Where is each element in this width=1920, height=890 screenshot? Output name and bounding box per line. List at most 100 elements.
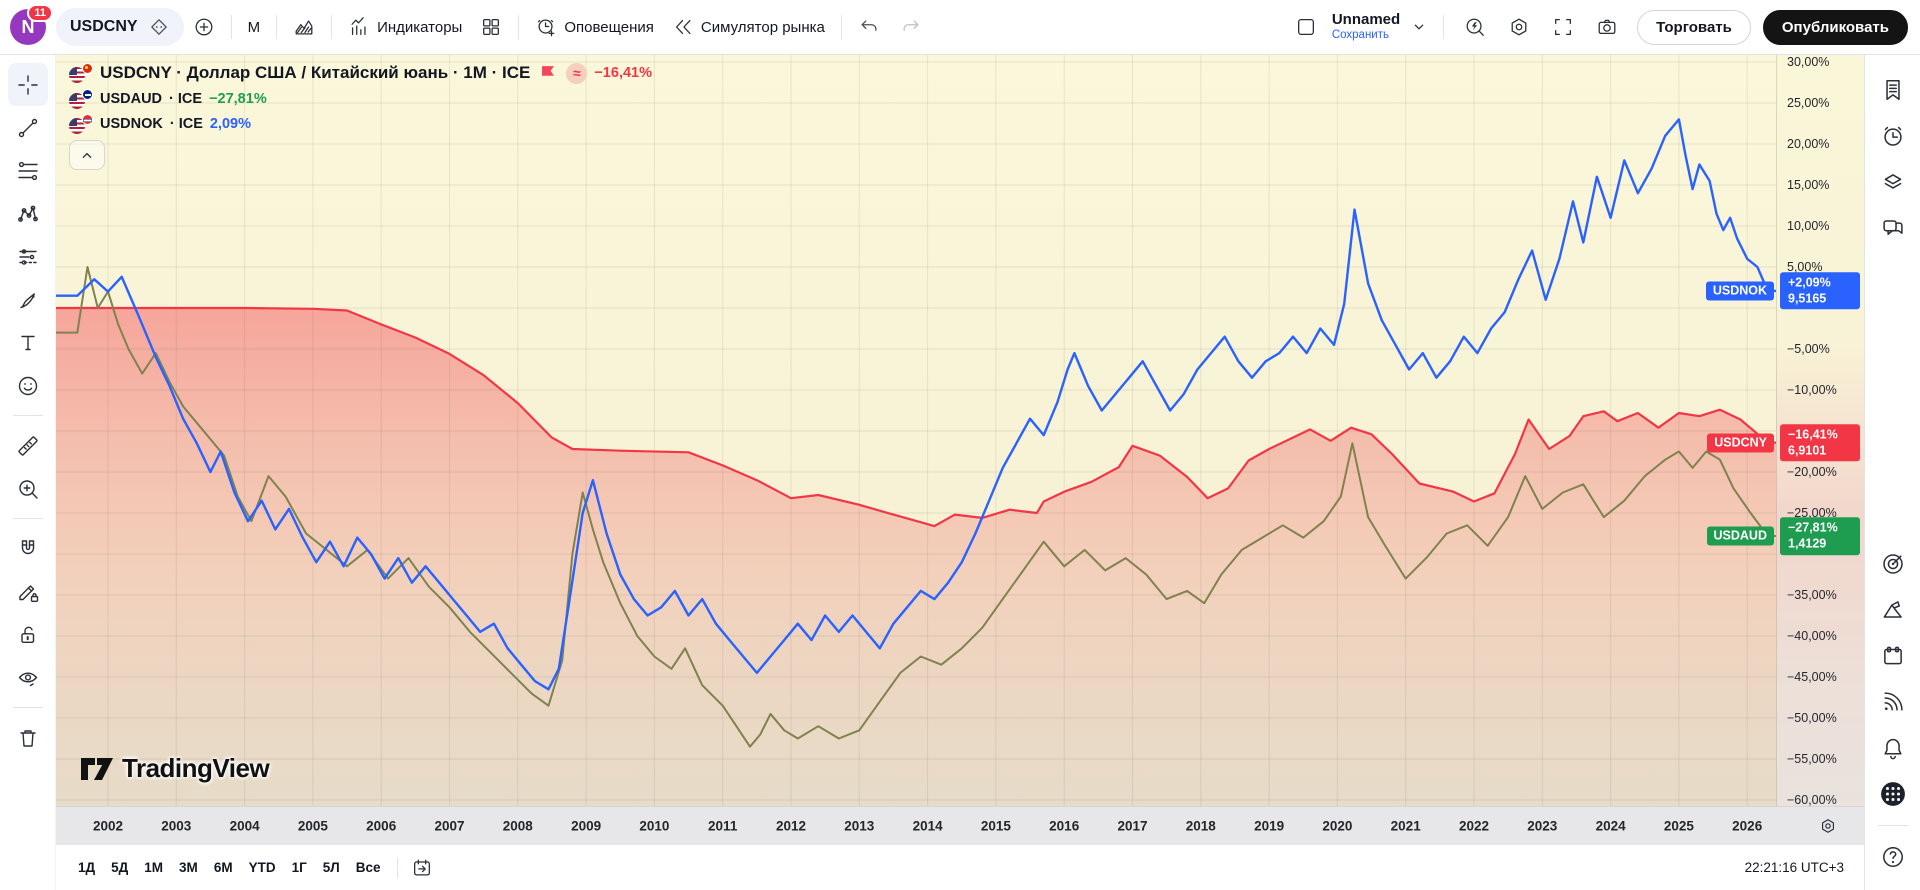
magnet-tool[interactable] <box>8 527 48 570</box>
time-axis-year[interactable]: 2009 <box>571 818 602 834</box>
time-axis-year[interactable]: 2008 <box>502 818 533 834</box>
quick-search-button[interactable] <box>1455 9 1495 45</box>
help-button[interactable] <box>1873 834 1913 880</box>
go-to-date-button[interactable] <box>406 852 438 884</box>
legend-compare-row[interactable]: USDNOK · ICE 2,09% <box>69 114 652 134</box>
layout-select-button[interactable] <box>1286 9 1326 45</box>
time-axis-year[interactable]: 2018 <box>1185 818 1216 834</box>
notifications-button[interactable] <box>1873 725 1913 771</box>
publish-button[interactable]: Опубликовать <box>1762 9 1908 45</box>
ruler-tool[interactable] <box>8 424 48 467</box>
legend-compare-row[interactable]: USDAUD · ICE −27,81% <box>69 89 652 109</box>
time-axis-year[interactable]: 2012 <box>775 818 807 834</box>
time-axis-year[interactable]: 2026 <box>1732 818 1763 834</box>
time-axis-year[interactable]: 2013 <box>844 818 875 834</box>
range-button-ytd[interactable]: YTD <box>241 854 284 881</box>
range-button-все[interactable]: Все <box>348 854 389 881</box>
price-axis[interactable]: 30,00% 25,00% 20,00% 15,00% 10,00% 5,00% −5,00… <box>1776 55 1864 806</box>
undo-button[interactable] <box>849 9 889 45</box>
usdcny-name-label[interactable]: USDCNY <box>1707 433 1774 453</box>
time-axis-year[interactable]: 2022 <box>1458 818 1490 834</box>
draw-lock-tool[interactable] <box>8 570 48 613</box>
indicators-button[interactable]: Индикаторы <box>339 9 471 45</box>
time-axis-year[interactable]: 2017 <box>1117 818 1148 834</box>
time-axis-year[interactable]: 2010 <box>639 818 670 834</box>
time-axis-year[interactable]: 2014 <box>912 818 943 834</box>
screener-button[interactable] <box>1873 541 1913 587</box>
text-tool[interactable] <box>8 321 48 364</box>
xabcd-pattern-tool[interactable] <box>8 192 48 235</box>
zoom-in-tool[interactable] <box>8 467 48 510</box>
legend-main-row[interactable]: USDCNY · Доллар США / Китайский юань · 1… <box>69 62 652 84</box>
calendar-button[interactable] <box>1873 633 1913 679</box>
chart-style-button[interactable] <box>284 9 324 45</box>
usdaud-name-label[interactable]: USDAUD <box>1706 526 1774 546</box>
time-axis-year[interactable]: 2004 <box>229 818 260 834</box>
compare-symbol[interactable]: USDNOK <box>100 116 163 132</box>
layout-name-block[interactable]: Unnamed Сохранить <box>1330 10 1402 43</box>
flag-marker-icon[interactable] <box>537 62 559 84</box>
price-chart[interactable] <box>56 55 1776 806</box>
time-axis-year[interactable]: 2005 <box>297 818 328 834</box>
time-axis-year[interactable]: 2016 <box>1049 818 1080 834</box>
range-button-1г[interactable]: 1Г <box>284 854 315 881</box>
hide-all-tool[interactable] <box>8 656 48 699</box>
usdnok-name-label[interactable]: USDNOK <box>1705 281 1774 301</box>
layout-menu-button[interactable] <box>1406 12 1432 42</box>
chat-button[interactable] <box>1873 205 1913 251</box>
streams-button[interactable] <box>1873 679 1913 725</box>
time-axis-year[interactable]: 2003 <box>161 818 192 834</box>
object-tree-button[interactable] <box>1873 159 1913 205</box>
trend-line-tool[interactable] <box>8 106 48 149</box>
redo-button[interactable] <box>891 9 931 45</box>
time-axis-year[interactable]: 2024 <box>1595 818 1626 834</box>
snapshot-button[interactable] <box>1587 9 1627 45</box>
time-axis[interactable]: 2002 2003 2004 2005 2006 2007 2008 2009 2010 2011… <box>56 806 1864 845</box>
range-button-5л[interactable]: 5Л <box>315 854 348 881</box>
time-axis-year[interactable]: 2021 <box>1390 818 1421 834</box>
save-layout-link[interactable]: Сохранить <box>1331 28 1389 41</box>
legend-main-title[interactable]: USDCNY · Доллар США / Китайский юань · 1… <box>100 63 531 82</box>
trade-button[interactable]: Торговать <box>1637 9 1751 45</box>
ideas-button[interactable] <box>1873 587 1913 633</box>
chart-settings-button[interactable] <box>1499 9 1539 45</box>
usdcny-axis-pill[interactable]: −16,41% 6,9101 <box>1780 423 1860 462</box>
time-axis-year[interactable]: 2002 <box>92 818 124 834</box>
multichart-layout-button[interactable] <box>471 9 511 45</box>
interval-button[interactable]: M <box>239 12 270 43</box>
time-axis-year[interactable]: 2025 <box>1663 818 1694 834</box>
axis-settings-icon[interactable] <box>1818 816 1838 836</box>
range-button-3м[interactable]: 3М <box>171 854 206 881</box>
chart-area[interactable]: 30,00% 25,00% 20,00% 15,00% 10,00% 5,00% −5,00… <box>56 55 1864 806</box>
long-position-tool[interactable] <box>8 235 48 278</box>
time-axis-year[interactable]: 2020 <box>1322 818 1353 834</box>
time-axis-year[interactable]: 2023 <box>1527 818 1558 834</box>
fib-retracement-tool[interactable] <box>8 149 48 192</box>
symbol-search-button[interactable]: USDCNY <box>56 8 184 46</box>
crosshair-tool[interactable] <box>7 63 48 106</box>
usdnok-axis-pill[interactable]: +2,09% 9,5165 <box>1780 272 1860 310</box>
time-axis-year[interactable]: 2007 <box>434 818 465 834</box>
clock-timezone[interactable]: 22:21:16 UTC+3 <box>1744 860 1844 875</box>
replay-button[interactable]: Симулятор рынка <box>663 9 834 45</box>
alerts-clock-button[interactable] <box>1873 113 1913 159</box>
remove-all-tool[interactable] <box>8 716 48 759</box>
time-axis-year[interactable]: 2006 <box>366 818 397 834</box>
time-axis-year[interactable]: 2011 <box>708 818 738 834</box>
alerts-button[interactable]: Оповещения <box>526 9 663 45</box>
compare-symbol[interactable]: USDAUD <box>100 91 163 107</box>
time-axis-year[interactable]: 2019 <box>1254 818 1285 834</box>
range-button-6м[interactable]: 6М <box>206 854 241 881</box>
layout-title[interactable]: Unnamed <box>1331 11 1401 29</box>
user-menu[interactable]: N 11 <box>10 4 53 45</box>
legend-collapse-button[interactable] <box>69 140 105 170</box>
range-button-1д[interactable]: 1Д <box>70 854 103 881</box>
watchlist-button[interactable] <box>1873 67 1913 113</box>
add-symbol-button[interactable] <box>184 9 224 45</box>
lock-all-tool[interactable] <box>8 613 48 656</box>
usdaud-axis-pill[interactable]: −27,81% 1,4129 <box>1780 517 1860 555</box>
range-button-5д[interactable]: 5Д <box>103 854 136 881</box>
time-axis-year[interactable]: 2015 <box>980 818 1011 834</box>
fullscreen-button[interactable] <box>1543 9 1583 45</box>
emoji-tool[interactable] <box>8 364 48 407</box>
